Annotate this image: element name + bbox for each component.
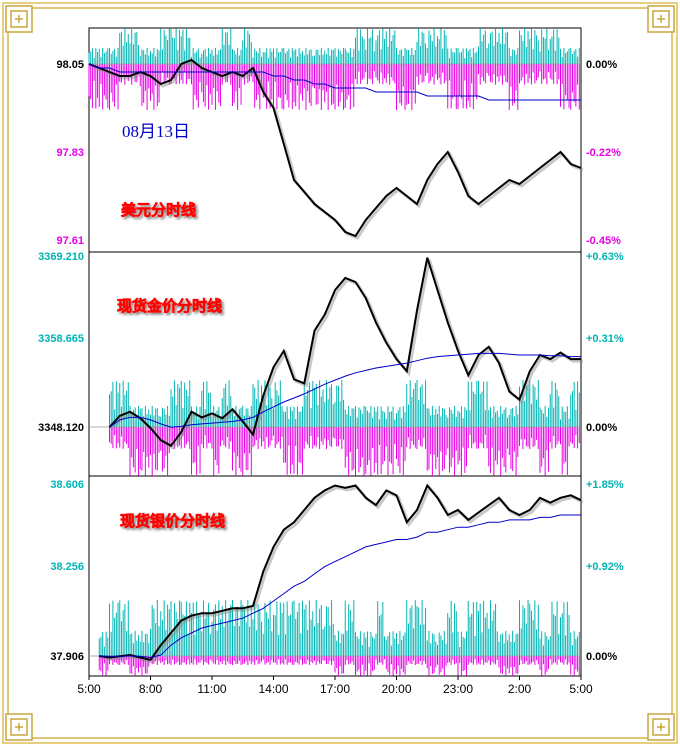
left-tick-label: 3358.665 xyxy=(38,333,84,345)
right-tick-label: 0.00% xyxy=(586,651,617,663)
price-line xyxy=(88,58,582,238)
panel-gold-title: 现货金价分时线 xyxy=(117,297,222,315)
average-line xyxy=(99,514,581,659)
left-tick-label: 38.256 xyxy=(50,561,84,573)
right-tick-label: +0.92% xyxy=(586,561,624,573)
corner-ornament-icon xyxy=(5,713,33,741)
x-tick-label: 23:00 xyxy=(443,682,473,696)
left-tick-label: 3369.210 xyxy=(38,251,84,263)
date-label: 08月13日 xyxy=(122,122,190,141)
left-tick-label: 98.05 xyxy=(56,59,84,71)
left-tick-label: 3348.120 xyxy=(38,422,84,434)
left-tick-label: 37.906 xyxy=(50,651,84,663)
panel-usd-title: 美元分时线 xyxy=(121,201,196,219)
right-tick-label: +0.31% xyxy=(586,333,624,345)
price-line xyxy=(108,257,581,448)
x-tick-label: 14:00 xyxy=(258,682,288,696)
corner-ornament-icon xyxy=(647,713,675,741)
right-tick-label: 0.00% xyxy=(586,422,617,434)
price-line xyxy=(99,483,582,662)
x-tick-label: 17:00 xyxy=(320,682,350,696)
x-tick-label: 8:00 xyxy=(139,682,163,696)
right-tick-label: -0.22% xyxy=(586,147,621,159)
panel-silver-title: 现货银价分时线 xyxy=(120,512,225,530)
average-line xyxy=(88,63,581,101)
x-tick-label: 5:00 xyxy=(569,682,593,696)
right-tick-label: +1.85% xyxy=(586,479,624,491)
price-lines-layer xyxy=(88,58,584,664)
x-tick-label: 5:00 xyxy=(77,682,101,696)
corner-ornament-icon xyxy=(5,5,33,33)
x-tick-label: 20:00 xyxy=(381,682,411,696)
average-line xyxy=(109,352,581,428)
corner-ornament-icon xyxy=(647,5,675,33)
axis-ticks-layer: 98.05 97.83 97.61 0.00% -0.22% -0.45% 3369.210… xyxy=(38,59,624,696)
right-tick-label: +0.63% xyxy=(586,251,624,263)
left-tick-label: 97.83 xyxy=(56,147,84,159)
x-tick-label: 2:00 xyxy=(508,682,532,696)
frame-inner xyxy=(7,7,673,739)
x-tick-label: 11:00 xyxy=(197,682,226,696)
right-tick-label: 0.00% xyxy=(586,59,617,71)
right-tick-label: -0.45% xyxy=(586,235,621,247)
left-tick-label: 97.61 xyxy=(56,235,84,247)
left-tick-label: 38.606 xyxy=(50,479,84,491)
price-shadow-line xyxy=(110,259,583,450)
